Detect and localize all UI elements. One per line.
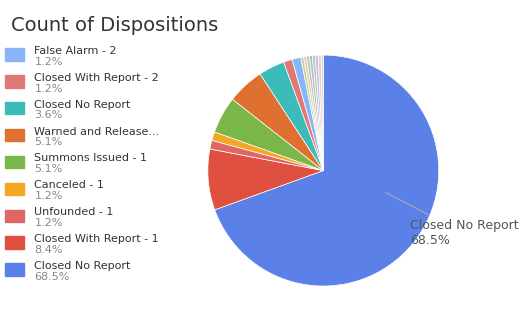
Text: 1.2%: 1.2% [34,57,63,67]
FancyBboxPatch shape [5,129,24,141]
Text: 1.2%: 1.2% [34,218,63,228]
Wedge shape [233,74,323,171]
Text: Summons Issued - 1: Summons Issued - 1 [34,154,147,163]
Wedge shape [210,140,323,171]
Text: Closed No Report: Closed No Report [34,261,131,271]
FancyBboxPatch shape [5,102,24,114]
Wedge shape [208,149,323,210]
FancyBboxPatch shape [5,263,24,276]
Wedge shape [318,55,323,171]
Text: 1.2%: 1.2% [34,84,63,93]
Wedge shape [260,62,323,171]
Text: 8.4%: 8.4% [34,245,63,255]
Wedge shape [212,132,323,171]
Text: Canceled - 1: Canceled - 1 [34,180,104,190]
Text: Closed With Report - 1: Closed With Report - 1 [34,234,159,244]
Wedge shape [312,55,323,171]
FancyBboxPatch shape [5,236,24,249]
Text: Closed No Report: Closed No Report [34,100,131,110]
Wedge shape [284,59,323,171]
Text: 5.1%: 5.1% [34,164,63,174]
Wedge shape [304,56,323,171]
Wedge shape [310,56,323,171]
FancyBboxPatch shape [5,210,24,222]
Wedge shape [292,57,323,171]
Text: Closed With Report - 2: Closed With Report - 2 [34,73,159,83]
FancyBboxPatch shape [5,75,24,88]
Wedge shape [215,55,439,286]
Wedge shape [321,55,323,171]
Text: 3.6%: 3.6% [34,111,63,120]
Wedge shape [301,57,323,171]
Text: Unfounded - 1: Unfounded - 1 [34,207,114,217]
FancyBboxPatch shape [5,156,24,168]
Wedge shape [215,99,323,171]
Text: 1.2%: 1.2% [34,191,63,201]
Text: False Alarm - 2: False Alarm - 2 [34,46,117,56]
Text: 5.1%: 5.1% [34,137,63,147]
Text: Count of Dispositions: Count of Dispositions [11,16,218,35]
Text: Warned and Release...: Warned and Release... [34,127,160,136]
FancyBboxPatch shape [5,48,24,61]
Wedge shape [315,55,323,171]
Text: Closed No Report
68.5%: Closed No Report 68.5% [386,193,518,247]
Text: 68.5%: 68.5% [34,272,70,282]
FancyBboxPatch shape [5,183,24,195]
Wedge shape [306,56,323,171]
